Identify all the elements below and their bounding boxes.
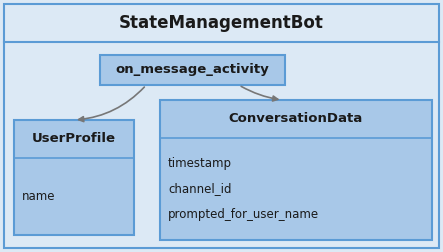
Text: StateManagementBot: StateManagementBot <box>119 14 324 32</box>
Text: prompted_for_user_name: prompted_for_user_name <box>168 208 319 221</box>
Bar <box>160 100 432 240</box>
Text: channel_id: channel_id <box>168 182 232 196</box>
Text: ConversationData: ConversationData <box>229 112 363 125</box>
Text: name: name <box>22 190 55 203</box>
Bar <box>14 120 134 235</box>
Bar <box>100 55 285 85</box>
Text: on_message_activity: on_message_activity <box>116 64 269 77</box>
Text: UserProfile: UserProfile <box>32 133 116 145</box>
Text: timestamp: timestamp <box>168 157 232 170</box>
